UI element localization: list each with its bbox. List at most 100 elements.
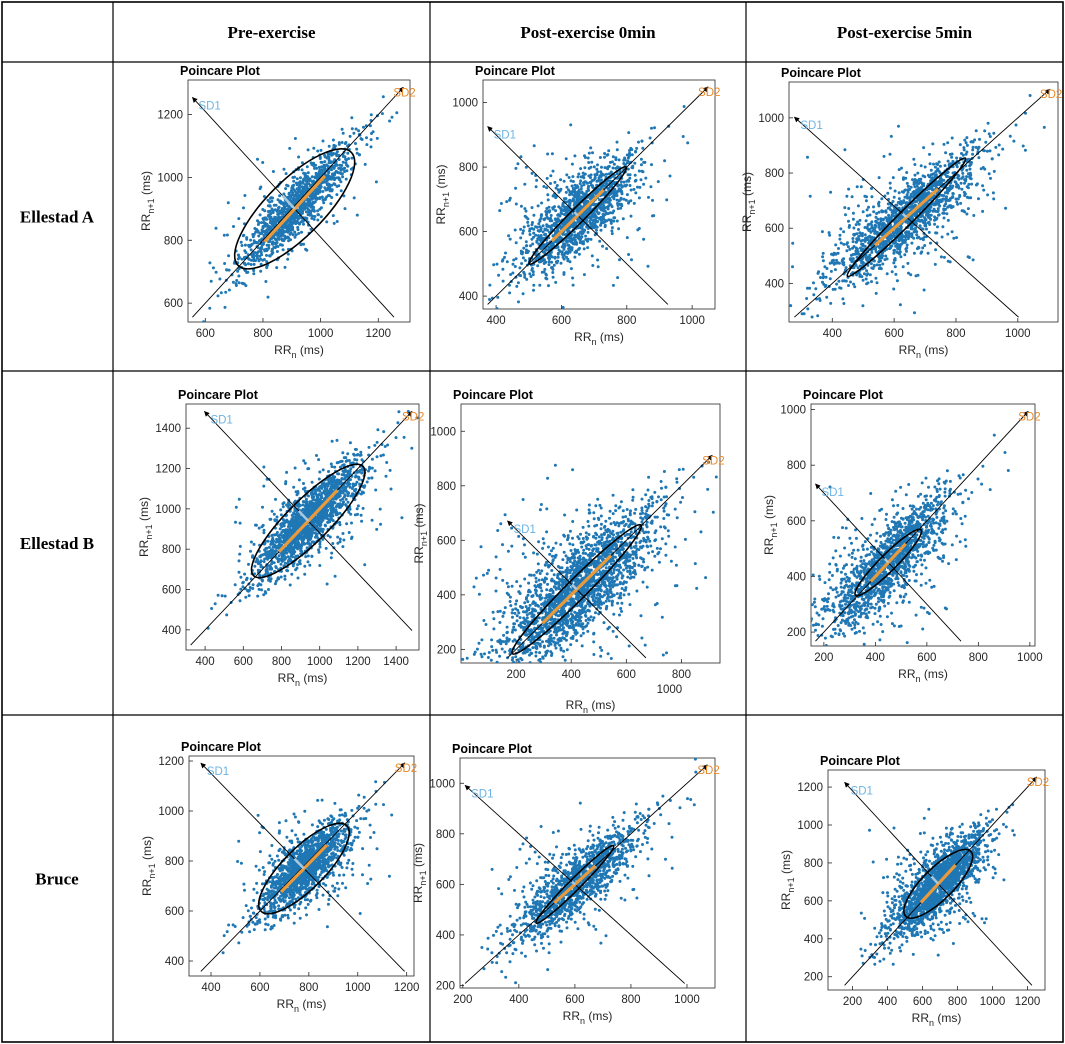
data-point [276,198,280,202]
data-point [519,204,523,208]
data-point [874,291,878,295]
x-tick-label: 600 [196,328,215,340]
data-point [832,262,836,266]
data-point [633,161,637,165]
data-point [988,149,992,153]
data-point [587,174,591,178]
data-point [913,185,917,189]
data-point [607,188,611,192]
data-point [317,548,320,552]
data-point [601,244,605,248]
data-point [556,252,560,256]
data-point [607,164,611,168]
data-point [532,283,536,287]
data-point [344,158,348,162]
data-point [390,115,394,119]
data-point [316,209,320,213]
data-point [851,217,855,221]
data-point [545,176,549,180]
data-point [958,143,962,147]
data-point [317,458,321,462]
data-point [971,152,975,156]
data-point [258,213,262,217]
data-point [335,193,339,197]
data-point [301,206,305,210]
data-point [318,470,322,474]
data-point [942,178,946,182]
data-point [242,206,245,210]
data-point [545,211,549,214]
data-point [970,161,973,164]
data-point [521,292,525,296]
data-point [893,248,896,252]
data-point [569,267,573,271]
data-point [965,212,969,216]
data-point [573,238,577,242]
data-point [610,205,614,209]
data-point [870,280,873,284]
data-point [627,131,631,135]
data-point [888,181,892,185]
data-point [352,131,356,135]
data-point [628,176,632,180]
x-axis-label: RRn (ms) [278,671,328,688]
data-point [288,583,292,587]
data-point [346,500,350,504]
data-point [597,211,601,215]
data-point [543,233,547,237]
data-point [282,192,286,196]
data-point [558,214,562,218]
data-point [343,207,347,211]
data-point [208,261,212,265]
data-point [266,295,270,299]
data-point [260,588,264,592]
data-point [346,151,350,155]
data-point [881,210,885,213]
data-point [514,166,518,170]
data-point [297,155,301,159]
data-point [860,234,864,238]
data-point [608,160,612,164]
data-point [923,244,927,247]
data-point [243,261,247,265]
data-point [572,194,576,198]
data-point [567,247,571,251]
data-point [516,162,520,166]
data-point [302,171,306,175]
data-point [861,304,865,308]
data-point [558,189,562,192]
data-point [926,251,930,255]
data-point [558,225,562,229]
data-point [630,166,634,169]
data-point [531,221,534,224]
data-point [912,191,916,194]
data-point [946,159,950,163]
data-point [791,241,795,245]
data-point [571,189,575,193]
data-point [864,277,868,281]
data-point [853,285,857,289]
y-tick-label: 400 [162,625,181,637]
data-point [258,254,262,258]
x-tick-label: 800 [253,328,272,340]
data-point [873,226,877,230]
data-point [303,572,307,576]
data-point [579,230,582,234]
x-tick-label: 400 [486,315,505,327]
data-point [646,264,650,268]
data-point [905,171,909,174]
y-tick-label: 800 [162,544,181,556]
data-point [851,211,855,215]
data-point [492,263,496,267]
data-point [507,234,511,238]
data-point [535,178,539,182]
data-point [629,188,633,192]
data-point [942,255,946,259]
data-point [296,190,300,194]
data-point [890,244,894,248]
data-point [835,258,838,262]
data-point [936,225,939,229]
data-point [278,527,282,531]
data-point [625,236,629,240]
